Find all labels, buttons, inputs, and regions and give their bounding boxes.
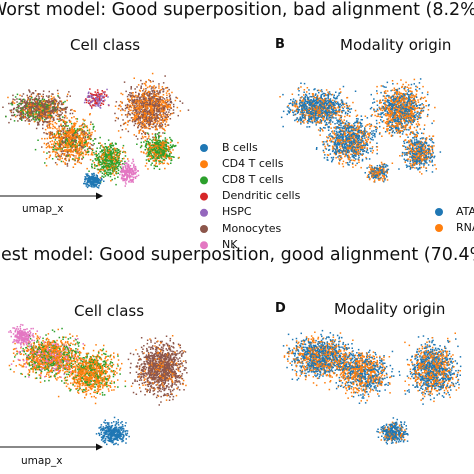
legend-label: CD8 T cells [222,172,284,186]
legend-marker [435,224,443,232]
legend-label: CD4 T cells [222,156,284,170]
subtitle-cell-class-top: Cell class [70,36,141,54]
legend-label: HSPC [222,205,252,219]
umap-x-axis-arrow-bottom [0,443,103,451]
legend-marker [200,225,208,233]
legend-marker [200,144,208,152]
cell-class-legend-markers [200,144,208,250]
legend-label: Dendritic cells [222,189,301,203]
legend-marker [200,241,208,250]
top-heading: Worst model: Good superposition, bad ali… [0,0,474,20]
umap-x-label-top: umap_x [22,203,64,215]
modality-legend-markers [435,208,443,232]
legend-label: Monocytes [222,221,282,235]
legend-label: RNA [456,220,474,234]
panel-letter-d: D [275,301,286,316]
legend-marker [200,160,208,169]
umap-x-label-bottom: umap_x [21,455,63,467]
umap-x-axis-arrow-top [0,192,103,200]
umap-scatter-cell-class-worst [2,72,190,189]
legend-label: ATAC [456,204,474,218]
subtitle-modality-top: Modality origin [340,36,452,54]
legend-label: NK [222,237,238,251]
panel-letter-b: B [275,37,285,52]
subtitle-cell-class-bottom: Cell class [74,302,145,320]
legend-marker [200,176,208,185]
legend-marker [200,192,208,201]
legend-marker [435,208,443,216]
umap-scatter-modality-worst [279,78,442,183]
legend-label: B cells [222,140,258,154]
subtitle-modality-bottom: Modality origin [334,300,446,318]
bottom-heading: Best model: Good superposition, good ali… [0,245,474,265]
legend-marker [200,208,208,217]
umap-scatter-cell-class-best [8,323,188,446]
umap-scatter-modality-best [282,329,462,445]
